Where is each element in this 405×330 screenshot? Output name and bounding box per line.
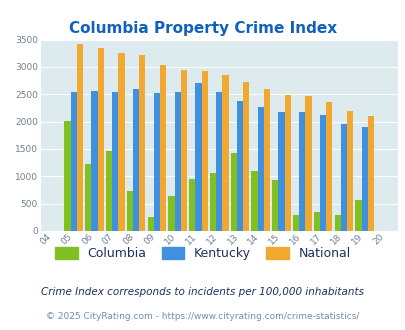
Text: Columbia Property Crime Index: Columbia Property Crime Index [69, 21, 336, 36]
Bar [271, 180, 278, 231]
Bar [222, 75, 228, 231]
Bar [106, 150, 112, 231]
Bar [126, 191, 133, 231]
Bar [334, 215, 340, 231]
Bar [133, 89, 139, 231]
Bar [340, 124, 346, 231]
Bar [160, 65, 166, 231]
Bar [209, 173, 215, 231]
Bar [70, 92, 77, 231]
Bar [168, 196, 174, 231]
Legend: Columbia, Kentucky, National: Columbia, Kentucky, National [50, 242, 355, 265]
Bar [313, 212, 319, 231]
Bar [319, 115, 325, 231]
Text: Crime Index corresponds to incidents per 100,000 inhabitants: Crime Index corresponds to incidents per… [41, 287, 364, 297]
Bar [236, 101, 243, 231]
Bar [325, 102, 332, 231]
Bar [251, 171, 257, 231]
Text: © 2025 CityRating.com - https://www.cityrating.com/crime-statistics/: © 2025 CityRating.com - https://www.city… [46, 312, 359, 321]
Bar [147, 217, 153, 231]
Bar [189, 179, 195, 231]
Bar [278, 112, 284, 231]
Bar [112, 92, 118, 231]
Bar [201, 71, 207, 231]
Bar [292, 215, 298, 231]
Bar [305, 96, 311, 231]
Bar [174, 91, 180, 231]
Bar [354, 200, 360, 231]
Bar [243, 82, 249, 231]
Bar [153, 93, 160, 231]
Bar [215, 91, 222, 231]
Bar [257, 107, 263, 231]
Bar [77, 44, 83, 231]
Bar [195, 83, 201, 231]
Bar [91, 91, 98, 231]
Bar [230, 153, 236, 231]
Bar [64, 120, 70, 231]
Bar [180, 70, 187, 231]
Bar [346, 111, 352, 231]
Bar [98, 49, 104, 231]
Bar [367, 115, 373, 231]
Bar [139, 55, 145, 231]
Bar [118, 53, 124, 231]
Bar [360, 127, 367, 231]
Bar [85, 164, 91, 231]
Bar [263, 89, 269, 231]
Bar [298, 112, 305, 231]
Bar [284, 95, 290, 231]
